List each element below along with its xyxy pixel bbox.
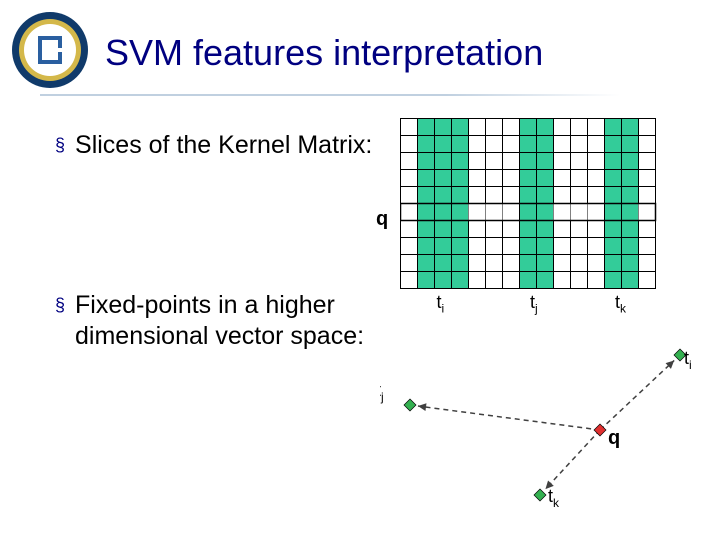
bullet-text: Slices of the Kernel Matrix: — [75, 130, 372, 161]
bullet-mark-icon: § — [55, 290, 65, 320]
svg-text:q: q — [608, 427, 620, 449]
bullet-text: Fixed-points in a higher dimensional vec… — [75, 290, 385, 353]
title-underline — [40, 94, 620, 96]
grid-column-label: tk — [615, 292, 626, 316]
grid-column-label: tj — [530, 292, 538, 316]
kernel-matrix-grid — [400, 118, 657, 295]
bullet-mark-icon: § — [55, 130, 65, 160]
svg-text:tj: tj — [380, 380, 384, 404]
svg-text:ti: ti — [684, 348, 692, 372]
grid-column-label: ti — [437, 292, 445, 316]
svg-text:tk: tk — [548, 486, 560, 510]
q-row-label: q — [376, 208, 388, 231]
uc-berkeley-seal-icon — [10, 10, 90, 90]
slide-title: SVM features interpretation — [105, 32, 543, 74]
vector-space-diagram: tj ti tk q — [380, 320, 700, 510]
bullet-item: § Slices of the Kernel Matrix: — [55, 130, 385, 161]
bullet-item: § Fixed-points in a higher dimensional v… — [55, 290, 385, 353]
